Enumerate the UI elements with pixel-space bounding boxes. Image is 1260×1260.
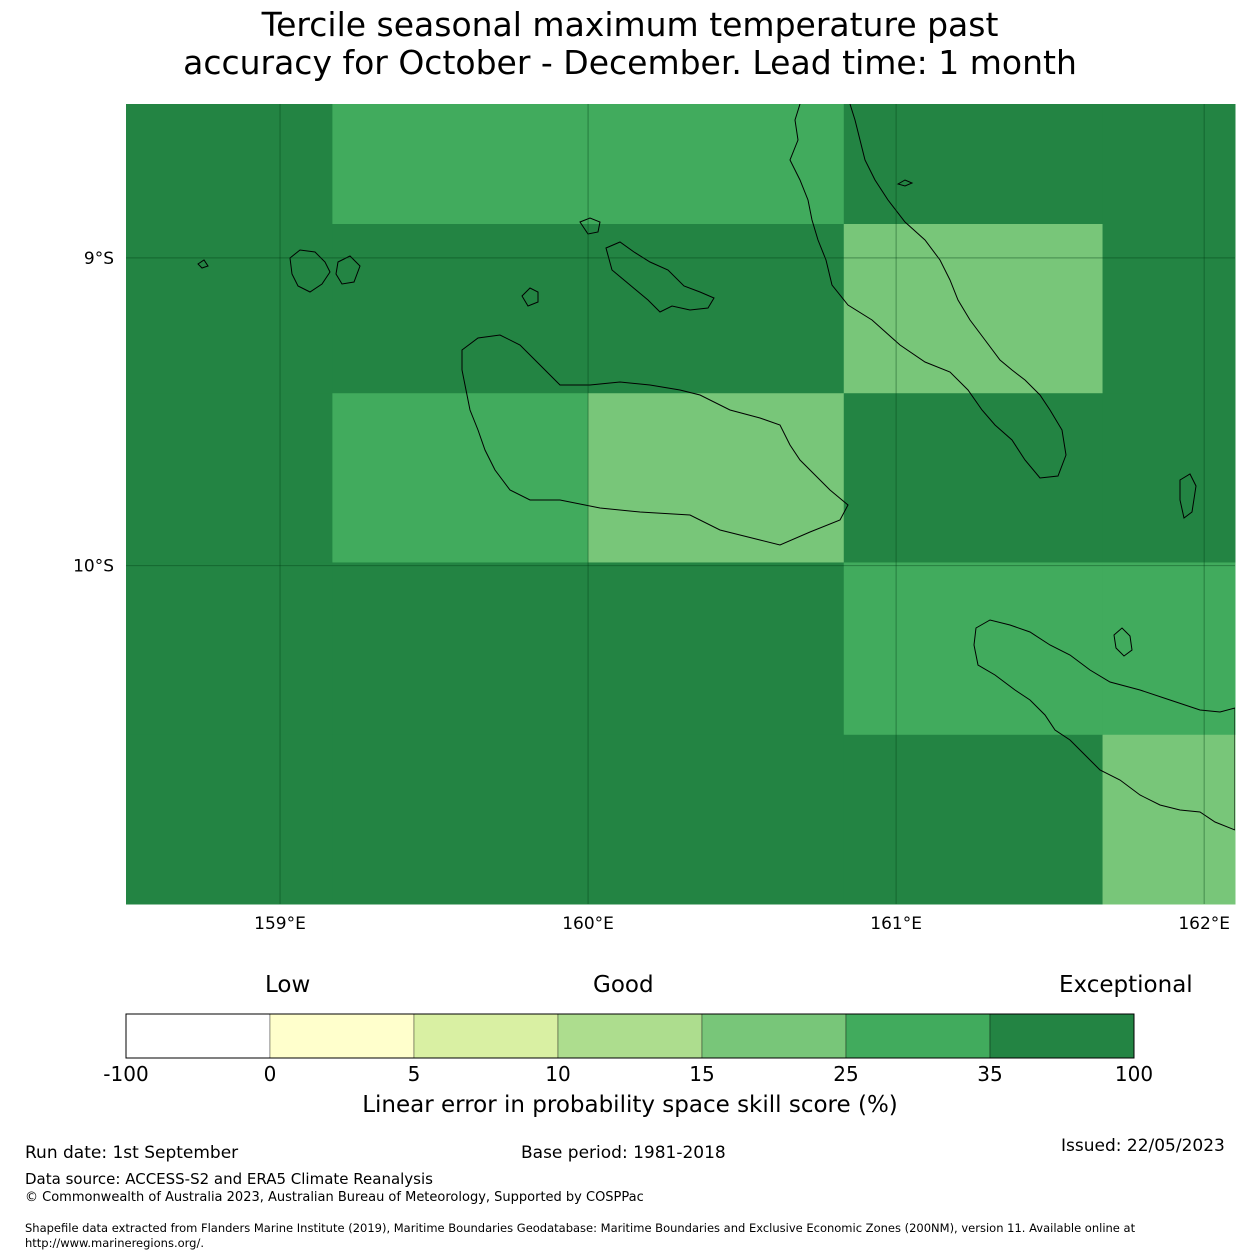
colorbar-word-exceptional: Exceptional bbox=[1059, 972, 1193, 998]
skill-cell bbox=[126, 734, 333, 905]
colorbar-segment bbox=[125, 1013, 271, 1059]
shapefile-credit-line-1: Shapefile data extracted from Flanders M… bbox=[25, 1221, 1136, 1235]
coastline-savo bbox=[521, 287, 539, 307]
coastline-russell-1 bbox=[289, 249, 331, 293]
axis-labels: 159°E 160°E 161°E 162°E 9°S 10°S bbox=[73, 249, 1230, 934]
longitude-label: 161°E bbox=[870, 914, 922, 934]
coastline-nggela-1 bbox=[579, 217, 601, 235]
colorbar-segment bbox=[989, 1013, 1135, 1059]
colorbar-tick-label: 5 bbox=[407, 1062, 421, 1086]
graticule bbox=[126, 104, 1235, 904]
latitude-label: 9°S bbox=[84, 249, 114, 269]
skill-cell bbox=[332, 562, 589, 736]
skill-cell bbox=[126, 393, 333, 563]
base-period: Base period: 1981-2018 bbox=[521, 1143, 726, 1163]
colorbar-tick-label: 100 bbox=[1114, 1062, 1154, 1086]
skill-grid bbox=[126, 104, 1236, 905]
colorbar-tick-label: 10 bbox=[545, 1062, 571, 1086]
skill-cell bbox=[843, 224, 1104, 394]
coastline-russell-2 bbox=[335, 255, 361, 285]
colorbar-word-low: Low bbox=[265, 972, 311, 998]
skill-cell bbox=[332, 393, 589, 563]
skill-cell bbox=[843, 562, 1104, 736]
skill-cell bbox=[332, 104, 589, 225]
skill-cell bbox=[843, 734, 1104, 905]
skill-cell bbox=[1102, 224, 1236, 394]
title-line-1: Tercile seasonal maximum temperature pas… bbox=[261, 5, 999, 44]
coastline-santa-isabel bbox=[789, 104, 1067, 479]
skill-cell bbox=[1102, 104, 1236, 225]
colorbar-frame bbox=[125, 1013, 1135, 1059]
coastline-nggela-2 bbox=[605, 241, 715, 313]
coastlines bbox=[197, 104, 1235, 831]
skill-cell bbox=[588, 562, 845, 736]
run-date: Run date: 1st September bbox=[25, 1143, 239, 1163]
skill-cell bbox=[1102, 393, 1236, 563]
colorbar-word-good: Good bbox=[593, 972, 654, 998]
colorbar-tick-label: 0 bbox=[263, 1062, 277, 1086]
coastline-ulawa bbox=[1113, 627, 1133, 657]
data-source: Data source: ACCESS-S2 and ERA5 Climate … bbox=[25, 1170, 433, 1188]
coastline-east-islet bbox=[1179, 473, 1197, 519]
skill-cell bbox=[126, 104, 333, 225]
longitude-label: 162°E bbox=[1178, 914, 1230, 934]
skill-cell bbox=[332, 734, 589, 905]
colorbar-label: Linear error in probability space skill … bbox=[362, 1092, 898, 1118]
skill-cell bbox=[1102, 562, 1236, 736]
skill-cell bbox=[588, 393, 845, 563]
colorbar-segment bbox=[269, 1013, 415, 1059]
coastline-islet-west bbox=[197, 259, 209, 269]
longitude-label: 160°E bbox=[562, 914, 614, 934]
coastline-makira bbox=[973, 619, 1235, 831]
skill-cell bbox=[843, 104, 1104, 225]
skill-cell bbox=[588, 104, 845, 225]
skill-cell bbox=[588, 224, 845, 394]
colorbar-segment bbox=[413, 1013, 559, 1059]
latitude-label: 10°S bbox=[73, 557, 114, 577]
colorbar-tick-label: -100 bbox=[103, 1062, 149, 1086]
skill-cell bbox=[588, 734, 845, 905]
skill-cell bbox=[126, 562, 333, 736]
coastline-guadalcanal bbox=[461, 334, 849, 546]
colorbar-tick-label: 25 bbox=[833, 1062, 859, 1086]
colorbar-segment bbox=[845, 1013, 991, 1059]
colorbar-tick-label: 35 bbox=[977, 1062, 1003, 1086]
skill-cell bbox=[843, 393, 1104, 563]
issued-date: Issued: 22/05/2023 bbox=[1061, 1136, 1225, 1156]
coastline-small-islet bbox=[896, 179, 914, 187]
chart-title: Tercile seasonal maximum temperature pas… bbox=[0, 6, 1260, 82]
title-line-2: accuracy for October - December. Lead ti… bbox=[183, 43, 1077, 82]
skill-map: 159°E 160°E 161°E 162°E 9°S 10°S bbox=[73, 104, 1236, 934]
longitude-label: 159°E bbox=[254, 914, 306, 934]
colorbar-segment bbox=[557, 1013, 703, 1059]
skill-cell bbox=[1102, 734, 1236, 905]
colorbar-segment bbox=[701, 1013, 847, 1059]
skill-cell bbox=[126, 224, 333, 394]
colorbar bbox=[125, 1013, 1135, 1059]
shapefile-credit-line-2: http://www.marineregions.org/. bbox=[25, 1236, 204, 1250]
colorbar-tick-label: 15 bbox=[689, 1062, 715, 1086]
skill-cell bbox=[332, 224, 589, 394]
copyright: © Commonwealth of Australia 2023, Austra… bbox=[25, 1190, 644, 1205]
